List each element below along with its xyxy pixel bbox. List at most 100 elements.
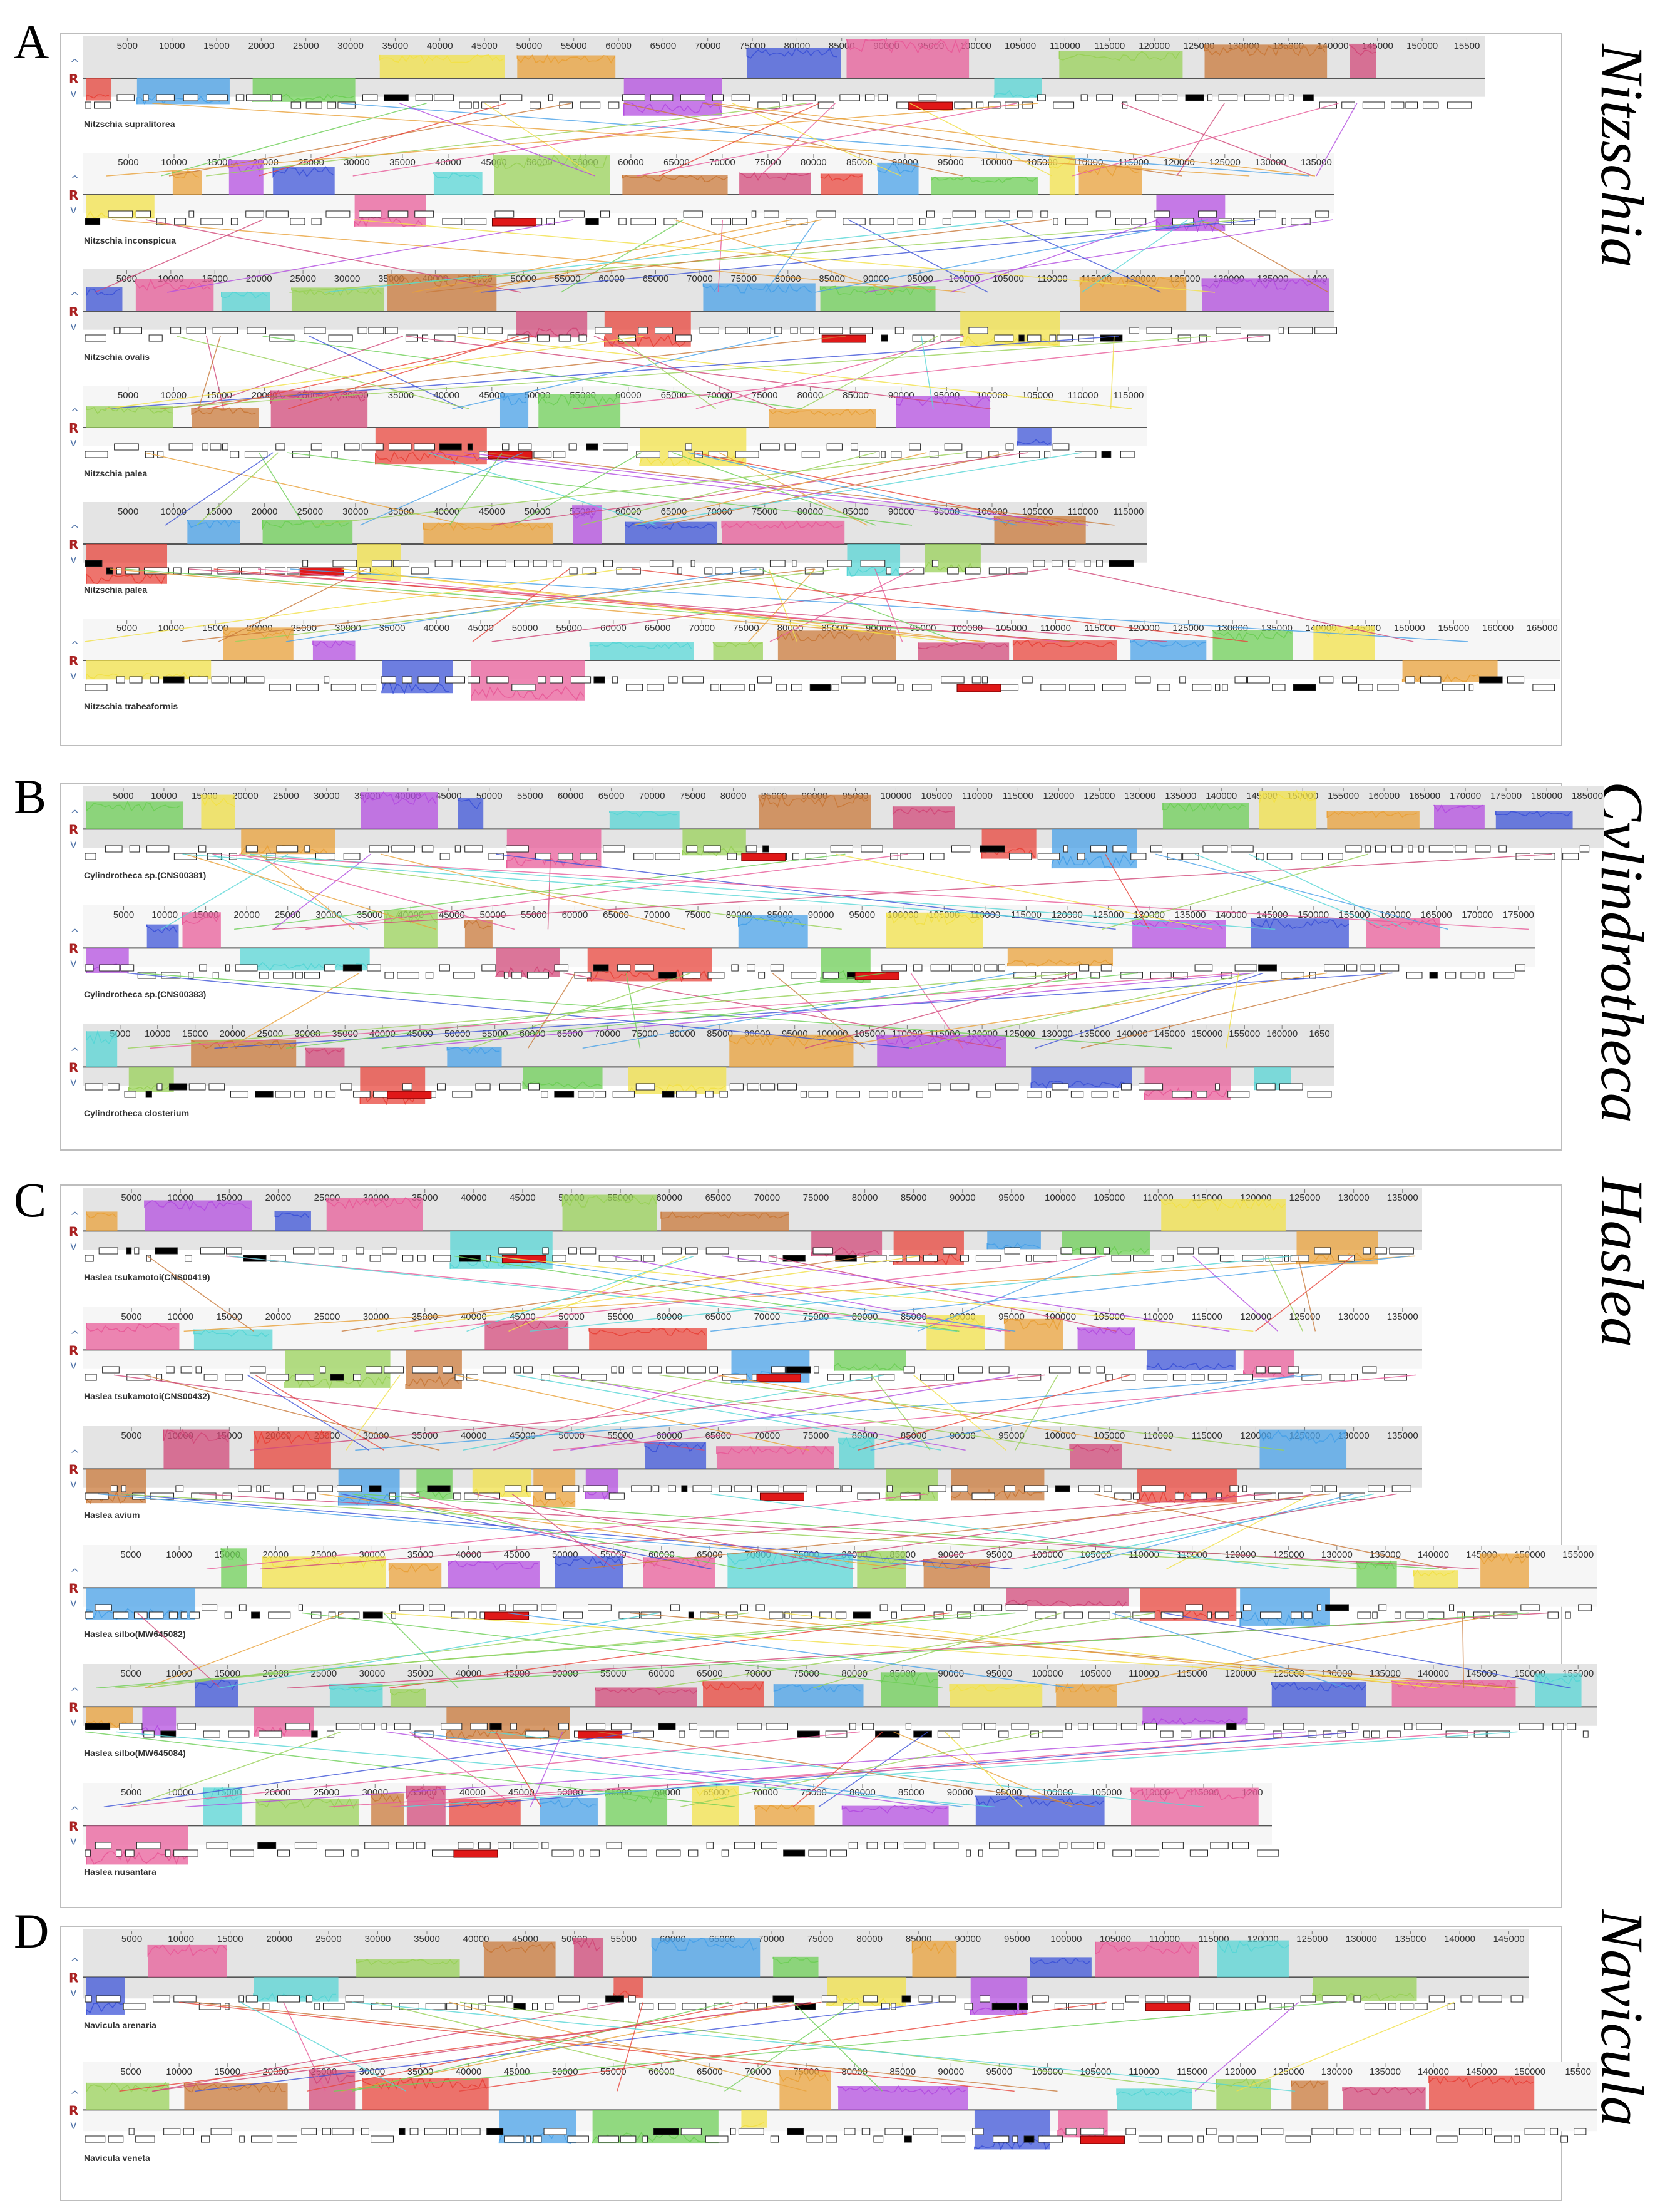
- track-reference-marker[interactable]: R: [69, 71, 78, 86]
- similarity-profile: [1003, 1318, 1062, 1332]
- track-reference-marker[interactable]: R: [69, 1224, 78, 1239]
- gene-annotation-box: [864, 94, 875, 101]
- ruler-tick-label: 50000: [552, 2067, 578, 2077]
- gene-annotation-box: [826, 443, 843, 451]
- track-up-arrow-icon[interactable]: ^: [70, 57, 79, 70]
- track-down-arrow-icon[interactable]: v: [70, 838, 77, 851]
- track-down-arrow-icon[interactable]: v: [70, 203, 77, 217]
- track-up-arrow-icon[interactable]: ^: [70, 290, 79, 303]
- lcb-connector-line: [412, 219, 792, 293]
- gene-annotation-box: [1257, 1849, 1279, 1857]
- lcb-connector-line: [396, 972, 1254, 1049]
- track-up-arrow-icon[interactable]: ^: [70, 523, 79, 536]
- track-down-arrow-icon[interactable]: v: [70, 1358, 77, 1372]
- gene-annotation-box: [1218, 2135, 1234, 2143]
- ruler-tick-label: 75000: [803, 1430, 829, 1441]
- track-down-arrow-icon[interactable]: v: [70, 1076, 77, 1089]
- track-reference-marker[interactable]: R: [69, 1343, 78, 1358]
- track-down-arrow-icon[interactable]: v: [70, 957, 77, 970]
- track-reference-marker[interactable]: R: [69, 822, 78, 837]
- similarity-profile: [86, 1030, 117, 1045]
- track-up-arrow-icon[interactable]: ^: [70, 927, 79, 940]
- track-up-arrow-icon[interactable]: ^: [70, 173, 79, 187]
- gene-annotation-box: [861, 2128, 871, 2135]
- track-down-arrow-icon[interactable]: v: [70, 2118, 77, 2132]
- ruler-tick-label: 5000: [121, 1312, 141, 1322]
- track-reference-marker[interactable]: R: [69, 1462, 78, 1477]
- gene-annotation-box: [1143, 1374, 1168, 1381]
- track-up-arrow-icon[interactable]: ^: [70, 2088, 79, 2102]
- gene-annotation-box: [705, 1091, 714, 1098]
- lcb-connector-line: [547, 854, 551, 930]
- similarity-profile: [729, 1034, 854, 1047]
- track-up-arrow-icon[interactable]: ^: [70, 1685, 79, 1698]
- track-reference-marker[interactable]: R: [69, 2103, 78, 2118]
- track-reference-marker[interactable]: R: [69, 537, 78, 552]
- gene-annotation-box: [1351, 1374, 1358, 1381]
- track-reference-marker[interactable]: R: [69, 1700, 78, 1715]
- similarity-profile: [1356, 1560, 1395, 1570]
- lcb-block: [931, 177, 1038, 195]
- track-up-arrow-icon[interactable]: ^: [70, 1209, 79, 1223]
- track-down-arrow-icon[interactable]: v: [70, 1986, 77, 1999]
- track-reference-marker[interactable]: R: [69, 1581, 78, 1596]
- track-up-arrow-icon[interactable]: ^: [70, 1566, 79, 1579]
- track-down-arrow-icon[interactable]: v: [70, 1240, 77, 1253]
- track-down-arrow-icon[interactable]: v: [70, 1596, 77, 1610]
- gene-annotation-box: [909, 443, 921, 451]
- track-up-arrow-icon[interactable]: ^: [70, 1328, 79, 1342]
- gene-annotation-box: [262, 2003, 270, 2010]
- ruler-tick-label: 130000: [1346, 1934, 1377, 1944]
- track-up-arrow-icon[interactable]: ^: [70, 1804, 79, 1817]
- gene-annotation-box: [513, 1604, 538, 1611]
- track-down-arrow-icon[interactable]: v: [70, 1477, 77, 1491]
- track-reference-marker[interactable]: R: [69, 188, 78, 203]
- track-down-arrow-icon[interactable]: v: [70, 1715, 77, 1728]
- gene-annotation-box: [454, 845, 461, 853]
- gene-annotation-box: [168, 443, 193, 451]
- similarity-profile: [464, 919, 491, 930]
- gene-annotation-box: [224, 1611, 232, 1619]
- lcb-connector-line: [658, 103, 820, 177]
- track-up-arrow-icon[interactable]: ^: [70, 808, 79, 821]
- gene-annotation-box: [361, 684, 377, 691]
- track-reference-marker[interactable]: R: [69, 304, 78, 319]
- gene-annotation-box: [598, 2135, 619, 2143]
- gene-annotation-box: [305, 101, 322, 109]
- gene-annotation-box: [458, 1842, 474, 1849]
- track-up-arrow-icon[interactable]: ^: [70, 639, 79, 652]
- track-down-arrow-icon[interactable]: v: [70, 436, 77, 449]
- similarity-profile: [1051, 854, 1135, 869]
- lcb-connector-line: [119, 1493, 1365, 1570]
- gene-annotation-box: [1080, 94, 1088, 101]
- track-down-arrow-icon[interactable]: v: [70, 320, 77, 333]
- track-up-arrow-icon[interactable]: ^: [70, 1447, 79, 1461]
- similarity-profile: [191, 407, 256, 416]
- lcb-connector-line: [113, 1374, 705, 1451]
- track-down-arrow-icon[interactable]: v: [70, 669, 77, 682]
- track-down-arrow-icon[interactable]: v: [70, 553, 77, 566]
- gene-annotation-box: [835, 1611, 847, 1619]
- gene-annotation-box: [570, 676, 592, 684]
- gene-annotation-box: [1567, 1723, 1577, 1730]
- gene-annotation-box: [1172, 972, 1188, 979]
- ruler-tick-label: 5000: [121, 1430, 141, 1441]
- similarity-profile: [1017, 439, 1052, 446]
- track-reference-marker[interactable]: R: [69, 421, 78, 436]
- track-up-arrow-icon[interactable]: ^: [70, 1045, 79, 1059]
- gene-annotation-box: [976, 101, 984, 109]
- track-up-arrow-icon[interactable]: ^: [70, 406, 79, 419]
- track-reference-marker[interactable]: R: [69, 1060, 78, 1075]
- similarity-profile: [1201, 278, 1326, 290]
- gene-annotation-box: [541, 1604, 557, 1611]
- track-reference-marker[interactable]: R: [69, 941, 78, 956]
- track-up-arrow-icon[interactable]: ^: [70, 1956, 79, 1969]
- similarity-profile: [1055, 1683, 1117, 1693]
- track-reference-marker[interactable]: R: [69, 1819, 78, 1834]
- track-down-arrow-icon[interactable]: v: [70, 87, 77, 100]
- ruler-tick-label: 130000: [1042, 1029, 1073, 1039]
- similarity-profile: [305, 1047, 344, 1055]
- track-down-arrow-icon[interactable]: v: [70, 1834, 77, 1847]
- track-reference-marker[interactable]: R: [69, 1970, 78, 1985]
- track-reference-marker[interactable]: R: [69, 654, 78, 669]
